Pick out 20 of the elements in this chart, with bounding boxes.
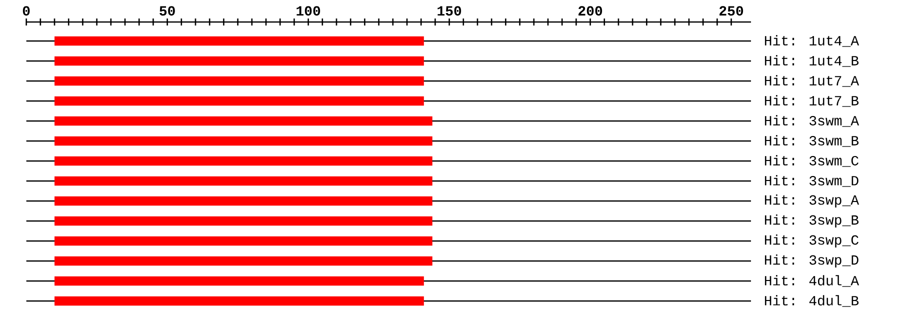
y-tick-label: Hit: 3swm_B <box>764 135 859 147</box>
y-tick-label: Hit: 3swp_D <box>764 254 858 268</box>
x-tick-label: 150 <box>438 6 462 16</box>
x-tick-label: 250 <box>720 6 744 16</box>
y-tick-label: Hit: 3swp_B <box>764 214 859 228</box>
x-tick-label: 200 <box>578 6 602 16</box>
y-tick-label: Hit: 3swp_C <box>764 234 858 248</box>
y-tick-label: Hit: 3swm_A <box>764 115 860 127</box>
y-tick-label: Hit: 3swp_A <box>764 194 860 208</box>
x-tick-label: 50 <box>160 6 175 16</box>
y-tick-label: Hit: 1ut4_B <box>764 55 859 67</box>
y-tick-label: Hit: 1ut4_A <box>764 35 860 47</box>
y-tick-label: Hit: 1ut7_B <box>764 95 859 107</box>
y-tick-label: Hit: 4dul_B <box>764 295 859 307</box>
y-tick-label: Hit: 3swm_D <box>764 175 858 187</box>
y-tick-label: Hit: 4dul_A <box>764 275 860 287</box>
x-tick-label: 100 <box>296 6 320 16</box>
y-tick-label: Hit: 3swm_C <box>764 155 858 167</box>
y-tick-label: Hit: 1ut7_A <box>764 75 860 87</box>
x-tick-label: 0 <box>22 6 30 16</box>
